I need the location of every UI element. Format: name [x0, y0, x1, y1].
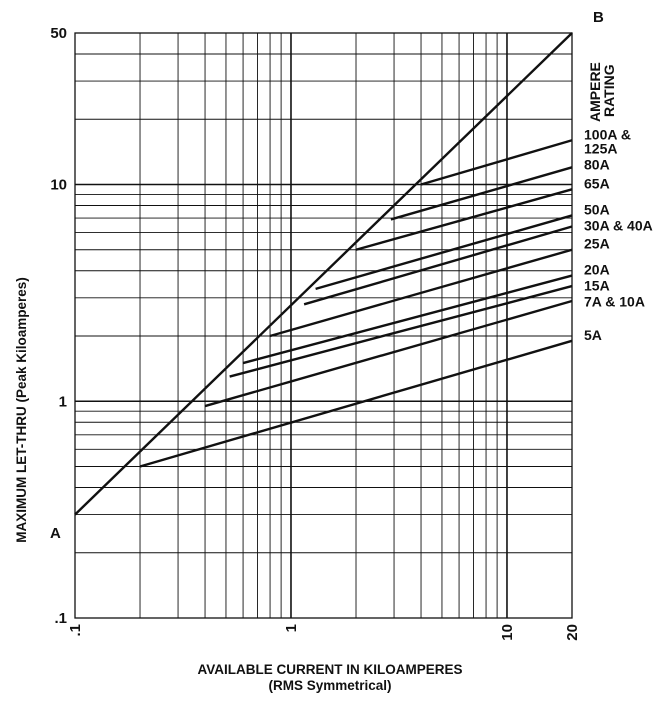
series-label-0: 100A & [584, 126, 631, 142]
y-tick-label: .1 [54, 610, 67, 627]
x-tick-label: .1 [67, 624, 84, 637]
y-tick-label: 50 [50, 25, 67, 42]
x-axis-label-line1: AVAILABLE CURRENT IN KILOAMPERES [197, 662, 462, 677]
limit-line-start-label: A [50, 525, 61, 542]
y-tick-label: 10 [50, 177, 67, 194]
series-lines [74, 32, 573, 516]
x-tick-label: 10 [499, 624, 516, 641]
y-axis-label: MAXIMUM LET-THRU (Peak Kiloamperes) [14, 277, 29, 543]
series-label-3: 50A [584, 201, 610, 217]
y-tick-label: 1 [59, 393, 67, 410]
series-line-6 [242, 274, 573, 365]
series-label-8: 7A & 10A [584, 294, 645, 310]
series-line-2 [355, 188, 573, 251]
series-label-6: 20A [584, 262, 610, 278]
series-line-8 [204, 299, 573, 408]
legend-title-line2: RATING [601, 64, 617, 117]
series-label-9: 5A [584, 327, 602, 343]
series-line-4 [303, 225, 573, 306]
series-line-7 [229, 284, 573, 378]
x-tick-label: 20 [564, 624, 581, 641]
series-label-1: 80A [584, 156, 610, 172]
limit-line-a-b [74, 32, 573, 516]
series-label-7: 15A [584, 278, 610, 294]
x-axis-label-line2: (RMS Symmetrical) [268, 678, 391, 693]
series-label-5: 25A [584, 236, 610, 252]
legend-title-line1: AMPERE [587, 62, 603, 122]
legend-title: AMPERE RATING [587, 62, 617, 122]
grid [75, 33, 572, 618]
y-tick-labels: .1 1 10 50 [50, 25, 67, 627]
series-line-1 [390, 166, 573, 221]
series-line-0 [420, 139, 573, 186]
series-label-4: 30A & 40A [584, 217, 653, 233]
x-tick-label: 1 [283, 624, 300, 632]
plot-frame [74, 32, 573, 619]
series-line-3 [315, 214, 573, 291]
series-label-2: 65A [584, 175, 610, 191]
limit-line-end-label: B [593, 9, 604, 26]
series-line-9 [139, 339, 573, 468]
series-label-0-line2: 125A [584, 140, 617, 156]
series-line-5 [269, 248, 573, 338]
x-tick-labels: .1 1 10 20 [67, 624, 581, 641]
